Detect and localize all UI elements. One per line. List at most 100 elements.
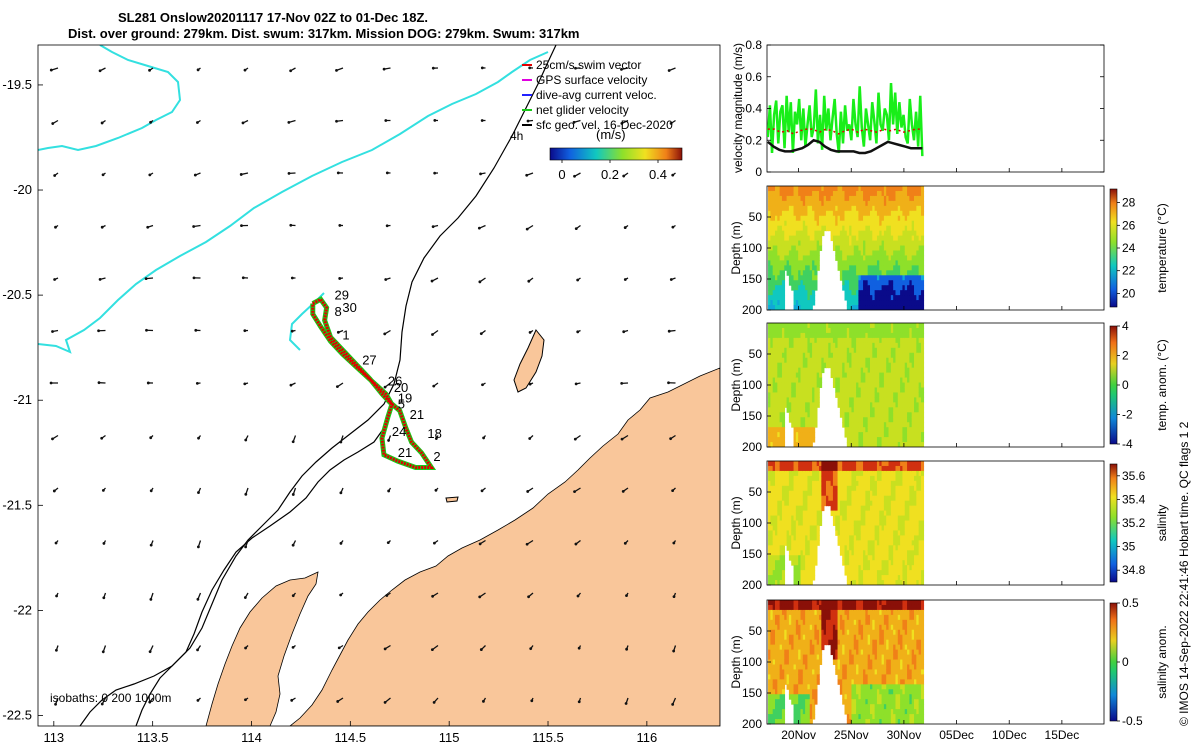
heatmap-cell [846,225,850,232]
heatmap-cell [825,186,830,192]
heatmap-cell [897,422,901,428]
heatmap-cell [863,402,867,408]
heatmap-cell [909,461,913,467]
heatmap-cell [920,270,925,276]
heatmap-cell [809,300,813,306]
heatmap-cell [809,397,813,403]
heatmap-cell [781,515,786,522]
heatmap-cell [823,490,827,497]
heatmap-cell [793,510,797,517]
heatmap-cell [795,535,799,541]
heatmap-cell [837,260,841,266]
heatmap-cell [816,500,820,507]
heatmap-cell [768,402,772,408]
heatmap-cell [916,240,920,247]
heatmap-cell [902,215,906,222]
heatmap-cell [879,362,883,369]
heatmap-cell [798,402,802,408]
heatmap-cell [825,332,830,339]
heatmap-cell [823,342,827,349]
heatmap-cell [793,387,797,393]
heatmap-cell [837,342,841,349]
heatmap-cell [823,190,827,197]
isobath-200 [135,45,557,726]
heatmap-cell [895,442,899,447]
heatmap-cell [784,200,788,207]
heatmap-cell [902,402,906,408]
heatmap-cell [788,515,793,522]
heatmap-cell [874,475,878,482]
vector-head [480,119,484,122]
heatmap-cell [900,323,904,329]
heatmap-cell [819,500,823,507]
heatmap-cell [842,505,846,512]
heatmap-cell [828,347,832,354]
heatmap-cell [902,500,906,507]
heatmap-cell [879,200,883,207]
heatmap-cell [872,215,876,222]
heatmap-cell [869,565,874,571]
heatmap-cell [911,367,915,374]
heatmap-cell [772,377,776,384]
heatmap-cell [863,555,867,561]
heatmap-cell [902,357,906,364]
heatmap-cell [844,337,848,344]
heatmap-cell [914,225,918,232]
vector-head [101,650,105,654]
heatmap-cell [918,397,922,403]
heatmap-cell [846,461,850,467]
heatmap-cell [846,235,850,242]
heatmap-cell [835,495,839,502]
heatmap-cell [770,367,774,374]
heatmap-cell [860,580,864,585]
heatmap-cell [800,515,804,522]
heatmap-cell [893,200,897,207]
heatmap-cell [904,580,908,585]
heatmap-cell [835,220,839,227]
heatmap-cell [844,515,848,522]
heatmap-cell [775,470,779,477]
heatmap-cell [835,372,839,379]
heatmap-cell [775,402,779,408]
heatmap-cell [802,245,806,251]
vector-head [434,437,438,440]
heatmap-cell [835,190,839,197]
heatmap-cell [888,270,892,276]
heatmap-cell [772,260,776,266]
heatmap-cell [867,485,871,492]
heatmap-cell [920,220,925,227]
heatmap-cell [846,245,850,251]
heatmap-cell [876,480,881,487]
heatmap-cell [793,402,797,408]
heatmap-cell [858,200,862,207]
heatmap-cell [846,205,850,212]
heatmap-cell [916,377,920,384]
heatmap-cell [777,540,781,546]
heatmap-cell [902,332,906,339]
heatmap-cell [770,437,774,443]
heatmap-cell [902,387,906,393]
vector-head [671,702,675,706]
vector-head [671,489,675,493]
heatmap-cell [918,245,922,251]
heatmap-cell [890,412,894,418]
heatmap-cell [881,245,885,251]
heatmap-cell [793,382,797,388]
heatmap-cell [842,275,846,281]
heatmap-cell [900,295,904,301]
heatmap-cell [812,412,816,418]
heatmap-cell [777,190,781,197]
heatmap-cell [832,485,837,492]
heatmap-cell [858,407,862,413]
heatmap-cell [791,535,795,541]
heatmap-cell [805,186,809,192]
heatmap-cell [874,362,878,369]
heatmap-cell [867,525,871,531]
heatmap-cell [777,402,781,408]
heatmap-cell [904,427,908,433]
heatmap-cell [858,352,862,359]
heatmap-cell [858,327,862,334]
heatmap-cell [881,560,885,566]
heatmap-cell [772,465,776,472]
heatmap-cell [784,250,788,256]
